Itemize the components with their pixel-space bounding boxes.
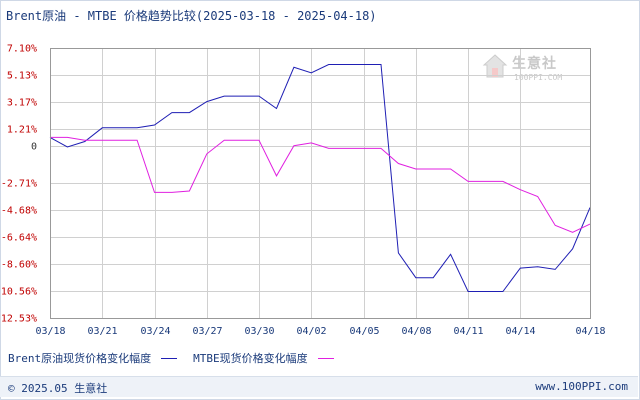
y-tick-label: 0 (31, 142, 37, 153)
legend-label-mtbe: MTBE现货价格变化幅度 (193, 352, 308, 365)
x-tick-label: 04/05 (349, 326, 379, 337)
y-tick-label: -8.60% (1, 260, 37, 271)
x-tick-label: 04/08 (401, 326, 431, 337)
legend-swatch-brent (161, 357, 178, 359)
site-link[interactable]: www.100PPI.com (535, 380, 628, 393)
footer: © 2025.05 生意社 www.100PPI.com (0, 376, 638, 397)
x-tick-label: 04/18 (575, 326, 605, 337)
y-tick-label: 3.17% (7, 98, 37, 109)
x-tick-label: 03/24 (140, 326, 170, 337)
x-tick-label: 04/02 (296, 326, 326, 337)
y-tick-label: -12.53% (0, 314, 37, 325)
x-tick-label: 03/30 (244, 326, 274, 337)
series-lines (49, 64, 591, 292)
chart-title: Brent原油 - MTBE 价格趋势比较(2025-03-18 - 2025-… (6, 9, 377, 23)
y-tick-label: -2.71% (1, 179, 37, 190)
x-tick-label: 04/11 (453, 326, 483, 337)
watermark-name: 生意社 (512, 56, 557, 72)
legend-swatch-mtbe (317, 357, 334, 359)
watermark: 生意社 100PPI.COM (482, 53, 572, 89)
x-tick-label: 03/18 (35, 326, 65, 337)
legend-item-mtbe: MTBE现货价格变化幅度 (193, 350, 334, 366)
grid (50, 48, 591, 319)
y-axis-ticks: 7.10% 5.13% 3.17% 1.21% 0 -2.71% -4.68% -6.64% -… (0, 44, 37, 325)
legend-item-brent: Brent原油现货价格变化幅度 (8, 350, 178, 366)
legend-label-brent: Brent原油现货价格变化幅度 (8, 352, 152, 365)
y-tick-label: 5.13% (7, 71, 37, 82)
x-axis-ticks: 03/18 03/21 03/24 03/27 03/30 04/02 04/05 04/08… (35, 326, 605, 337)
house-logo-icon (482, 54, 508, 78)
x-tick-label: 04/14 (505, 326, 535, 337)
legend: Brent原油现货价格变化幅度 MTBE现货价格变化幅度 (8, 351, 350, 365)
watermark-url: 100PPI.COM (514, 73, 563, 82)
y-tick-label: -4.68% (1, 206, 37, 217)
plot-border (50, 48, 591, 319)
y-tick-label: 1.21% (7, 125, 37, 136)
y-tick-label: -6.64% (1, 233, 37, 244)
mtbe-series-line (50, 136, 591, 233)
y-tick-label: -10.56% (0, 287, 37, 298)
x-tick-label: 03/27 (192, 326, 222, 337)
y-tick-label: 7.10% (7, 44, 37, 55)
brent-series-line (49, 64, 591, 292)
copyright-text: © 2025.05 生意社 (8, 382, 108, 395)
x-tick-label: 03/21 (87, 326, 117, 337)
